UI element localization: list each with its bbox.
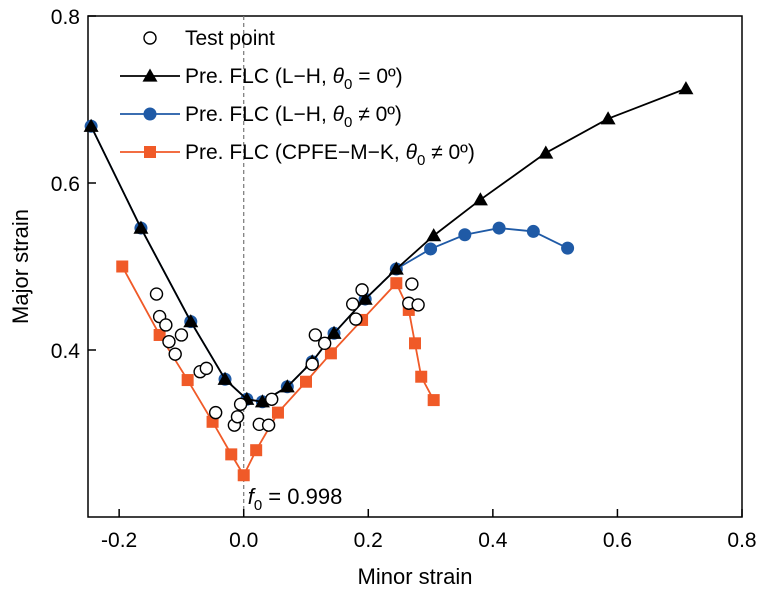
data-point: [561, 241, 575, 255]
legend-entry: Pre. FLC (L−H, θ0 ≠ 0º): [120, 103, 402, 131]
x-tick-label: 0.0: [229, 529, 258, 552]
series-0: [149, 277, 425, 432]
legend-label: Pre. FLC (L−H, θ0 ≠ 0º): [185, 103, 402, 131]
y-tick-label: 0.4: [51, 340, 81, 363]
legend-label: Test point: [185, 27, 275, 50]
legend: Test point Pre. FLC (L−H, θ0 = 0º) Pre. FL…: [120, 27, 475, 169]
data-point: [324, 347, 337, 360]
x-tick-label: 0.8: [727, 529, 756, 552]
data-point: [388, 261, 404, 275]
legend-label: Pre. FLC (L−H, θ0 = 0º): [185, 65, 403, 93]
legend-marker: [142, 68, 158, 82]
data-point: [409, 337, 421, 350]
data-point: [458, 228, 472, 242]
data-point: [230, 410, 245, 424]
data-point: [162, 334, 176, 349]
x-tick-label: -0.2: [101, 529, 137, 552]
data-point: [346, 297, 360, 311]
legend-label: Pre. FLC (CPFE−M−K, θ0 ≠ 0º): [185, 141, 475, 169]
data-point: [183, 314, 199, 328]
data-point: [271, 406, 284, 419]
data-point: [83, 118, 99, 132]
data-point: [357, 291, 373, 305]
annotation-group: f0 = 0.998: [248, 484, 343, 514]
legend-entry: Test point: [143, 27, 275, 50]
data-point: [415, 370, 428, 383]
x-tick-label: 0.4: [478, 529, 508, 552]
data-point: [225, 448, 238, 461]
legend-marker: [143, 107, 157, 121]
data-point: [217, 371, 233, 385]
data-point: [116, 260, 129, 273]
data-point: [199, 361, 214, 376]
axis-ticks-group: -0.2 0.0 0.2 0.4 0.6 0.8 0.4 0.6 0.8: [51, 6, 757, 552]
annotation-label: f0 = 0.998: [248, 484, 343, 514]
data-point: [233, 397, 248, 411]
data-point: [208, 405, 223, 420]
series-line: [121, 266, 435, 478]
data-point: [600, 111, 616, 125]
legend-marker: [144, 146, 156, 158]
plot-frame: [87, 15, 743, 518]
x-tick-label: 0.6: [603, 529, 632, 552]
x-axis-label: Minor strain: [358, 564, 473, 589]
plot-frame-group: [87, 15, 743, 518]
data-point: [355, 283, 369, 297]
data-point: [181, 374, 194, 387]
data-point: [279, 379, 295, 393]
y-axis-label: Major strain: [8, 209, 33, 324]
data-point: [326, 325, 342, 339]
data-point: [349, 312, 363, 326]
data-point: [405, 277, 419, 291]
data-point: [261, 418, 276, 432]
data-point: [308, 328, 323, 342]
data-point: [159, 318, 173, 332]
data-point: [305, 357, 319, 371]
series-group: [83, 81, 694, 482]
data-point: [174, 328, 189, 342]
series-3: [116, 260, 440, 482]
data-point: [390, 277, 403, 290]
axis-labels-group: Minor strain Major strain: [8, 209, 473, 589]
data-point: [254, 394, 270, 408]
y-tick-label: 0.6: [51, 173, 80, 196]
legend-entry: Pre. FLC (L−H, θ0 = 0º): [120, 65, 403, 93]
data-point: [168, 347, 182, 361]
data-point: [492, 221, 506, 235]
data-point: [133, 220, 149, 234]
y-tick-label: 0.8: [51, 6, 80, 29]
data-point: [411, 298, 425, 312]
data-point: [265, 392, 279, 406]
data-point: [153, 328, 166, 341]
data-point: [237, 469, 250, 482]
data-point: [427, 394, 440, 407]
data-point: [424, 242, 438, 256]
series-line: [90, 125, 568, 403]
data-point: [678, 81, 694, 95]
legend-marker: [143, 31, 157, 45]
data-point: [426, 228, 442, 242]
data-point: [472, 192, 488, 206]
legend-entry: Pre. FLC (CPFE−M−K, θ0 ≠ 0º): [120, 141, 475, 169]
data-point: [317, 336, 332, 351]
data-point: [538, 145, 554, 159]
data-point: [300, 375, 312, 388]
x-tick-label: 0.2: [354, 529, 383, 552]
data-point: [526, 224, 540, 238]
data-point: [250, 444, 263, 457]
data-point: [149, 287, 164, 301]
